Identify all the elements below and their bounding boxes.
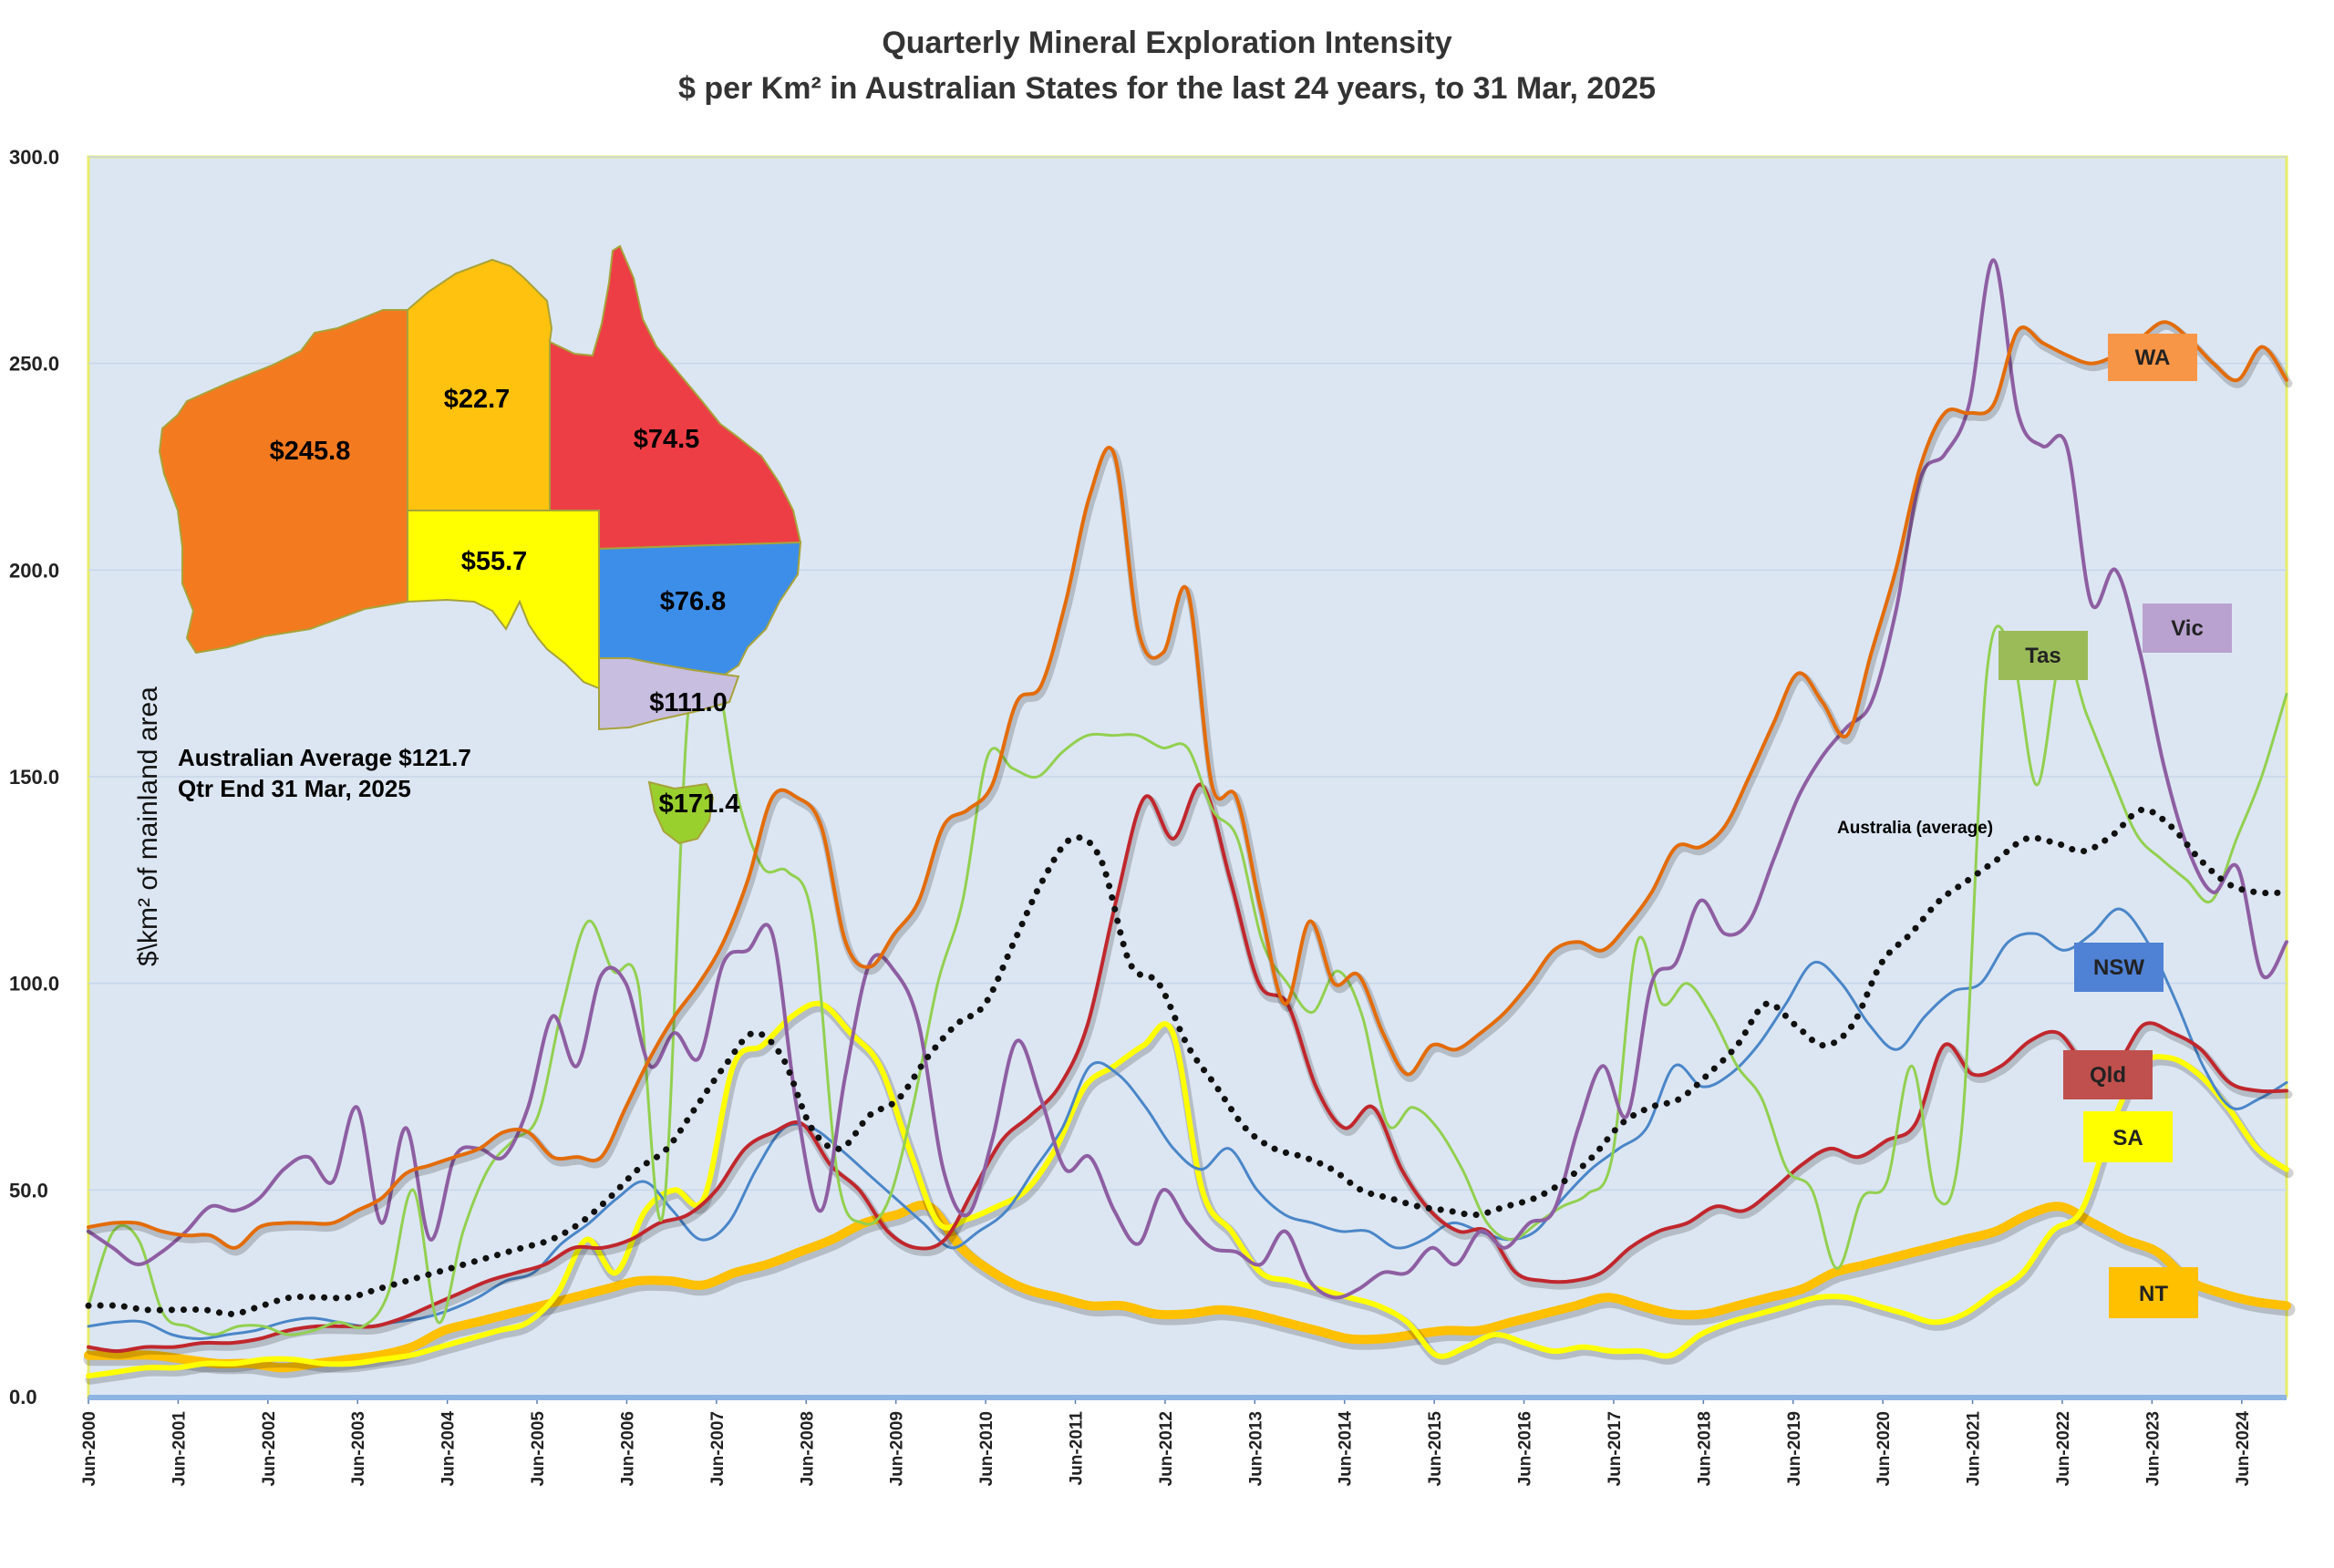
- series-label-nsw-box: [2074, 943, 2164, 992]
- series-label-australia-average: Australia (average): [1837, 819, 1993, 838]
- x-tick-label: Jun-2014: [1337, 1411, 1356, 1487]
- series-label-wa: WA: [2135, 346, 2171, 370]
- australia-map: $245.8 $22.7 $74.5 $55.7 $76.8 $111.0 $1…: [158, 244, 802, 845]
- x-tick-label: Jun-2002: [260, 1411, 279, 1486]
- y-tick-label: 50.0: [9, 1179, 48, 1202]
- x-tick-label: Jun-2003: [349, 1411, 368, 1486]
- series-line-wa: [87, 320, 2288, 1250]
- australian-average-text: Australian Average $121.7: [178, 744, 471, 771]
- series-label-sa: SA: [2112, 1126, 2143, 1150]
- series-line-vic: [87, 258, 2288, 1300]
- gridlines: [88, 156, 2287, 1191]
- x-tick-label: Jun-2016: [1516, 1411, 1535, 1486]
- map-value-tas: $171.4: [659, 789, 740, 819]
- x-tick-label: Jun-2010: [977, 1411, 997, 1486]
- series-line-sa: [86, 1000, 2289, 1379]
- series-line-nt: [84, 1200, 2291, 1373]
- series-labels: WA Vic Tas NSW Qld SA NT Australia (aver…: [1837, 334, 2232, 1318]
- x-tick-label: Jun-2004: [439, 1411, 459, 1487]
- x-tick-label: Jun-2000: [80, 1411, 99, 1486]
- y-axis-label: $\km² of mainland area: [133, 686, 163, 966]
- quarter-end-text: Qtr End 31 Mar, 2025: [178, 775, 411, 802]
- map-value-vic: $111.0: [649, 688, 728, 717]
- map-value-nsw: $76.8: [660, 587, 727, 616]
- x-tick-label: Jun-2012: [1157, 1411, 1176, 1486]
- map-value-nt: $22.7: [444, 385, 511, 414]
- series-label-wa-box: [2108, 334, 2197, 381]
- y-axis-ticks: 0.0 50.0 100.0 150.0 200.0 250.0 300.0: [9, 146, 59, 1408]
- series-label-sa-box: [2083, 1111, 2173, 1162]
- series-label-nt-box: [2109, 1267, 2198, 1318]
- series-label-tas-box: [1998, 631, 2088, 680]
- map-value-qld: $74.5: [634, 425, 700, 454]
- series-lines: [83, 258, 2296, 1385]
- x-tick-label: Jun-2015: [1426, 1411, 1445, 1487]
- y-tick-label: 300.0: [9, 146, 59, 169]
- y-tick-label: 0.0: [9, 1386, 37, 1408]
- chart-subtitle: $ per Km² in Australian States for the l…: [678, 71, 1656, 106]
- series-label-nt: NT: [2139, 1282, 2168, 1306]
- map-value-sa: $55.7: [461, 547, 528, 576]
- x-tick-label: Jun-2020: [1874, 1411, 1894, 1486]
- x-tick-label: Jun-2013: [1246, 1411, 1265, 1486]
- x-tick-label: Jun-2006: [618, 1411, 637, 1486]
- chart-title: Quarterly Mineral Exploration Intensity: [882, 26, 1451, 60]
- x-tick-label: Jun-2018: [1695, 1411, 1714, 1486]
- x-tick-label: Jun-2023: [2143, 1411, 2163, 1486]
- y-tick-label: 250.0: [9, 353, 59, 376]
- series-label-tas: Tas: [2025, 644, 2061, 668]
- x-tick-label: Jun-2011: [1067, 1411, 1086, 1486]
- series-line-qld: [87, 782, 2288, 1354]
- x-tick-label: Jun-2007: [708, 1411, 728, 1486]
- x-tick-label: Jun-2008: [798, 1411, 817, 1486]
- map-value-wa: $245.8: [270, 437, 351, 466]
- series-line-tas: [87, 624, 2288, 1336]
- x-tick-label: Jun-2022: [2054, 1411, 2073, 1486]
- x-tick-label: Jun-2017: [1606, 1411, 1625, 1486]
- x-tick-label: Jun-2019: [1785, 1411, 1804, 1486]
- series-label-vic: Vic: [2171, 616, 2204, 641]
- y-tick-label: 200.0: [9, 559, 59, 582]
- map-state-sa: [407, 510, 600, 690]
- map-state-vic: [598, 657, 740, 731]
- x-axis-bar: [88, 1395, 2287, 1400]
- series-shadow-qld: [86, 784, 2293, 1359]
- series-line-nsw: [87, 907, 2288, 1340]
- y-tick-label: 150.0: [9, 766, 59, 789]
- map-state-wa: [158, 309, 408, 655]
- x-tick-label: Jun-2009: [888, 1411, 907, 1486]
- series-label-qld: Qld: [2090, 1063, 2126, 1088]
- x-tick-label: Jun-2024: [2234, 1411, 2253, 1487]
- x-tick-label: Jun-2005: [529, 1411, 548, 1487]
- y-tick-label: 100.0: [9, 973, 59, 995]
- map-state-tas: [647, 780, 715, 845]
- series-label-nsw: NSW: [2093, 955, 2144, 980]
- series-label-qld-box: [2063, 1050, 2153, 1099]
- x-tick-label: Jun-2001: [170, 1411, 189, 1487]
- x-axis-ticks: Jun-2000 Jun-2001 Jun-2002 Jun-2003 Jun-2004…: [80, 1397, 2253, 1486]
- series-label-vic-box: [2143, 603, 2232, 653]
- x-tick-label: Jun-2021: [1965, 1411, 1984, 1487]
- series-line-australia-average: [85, 806, 2290, 1317]
